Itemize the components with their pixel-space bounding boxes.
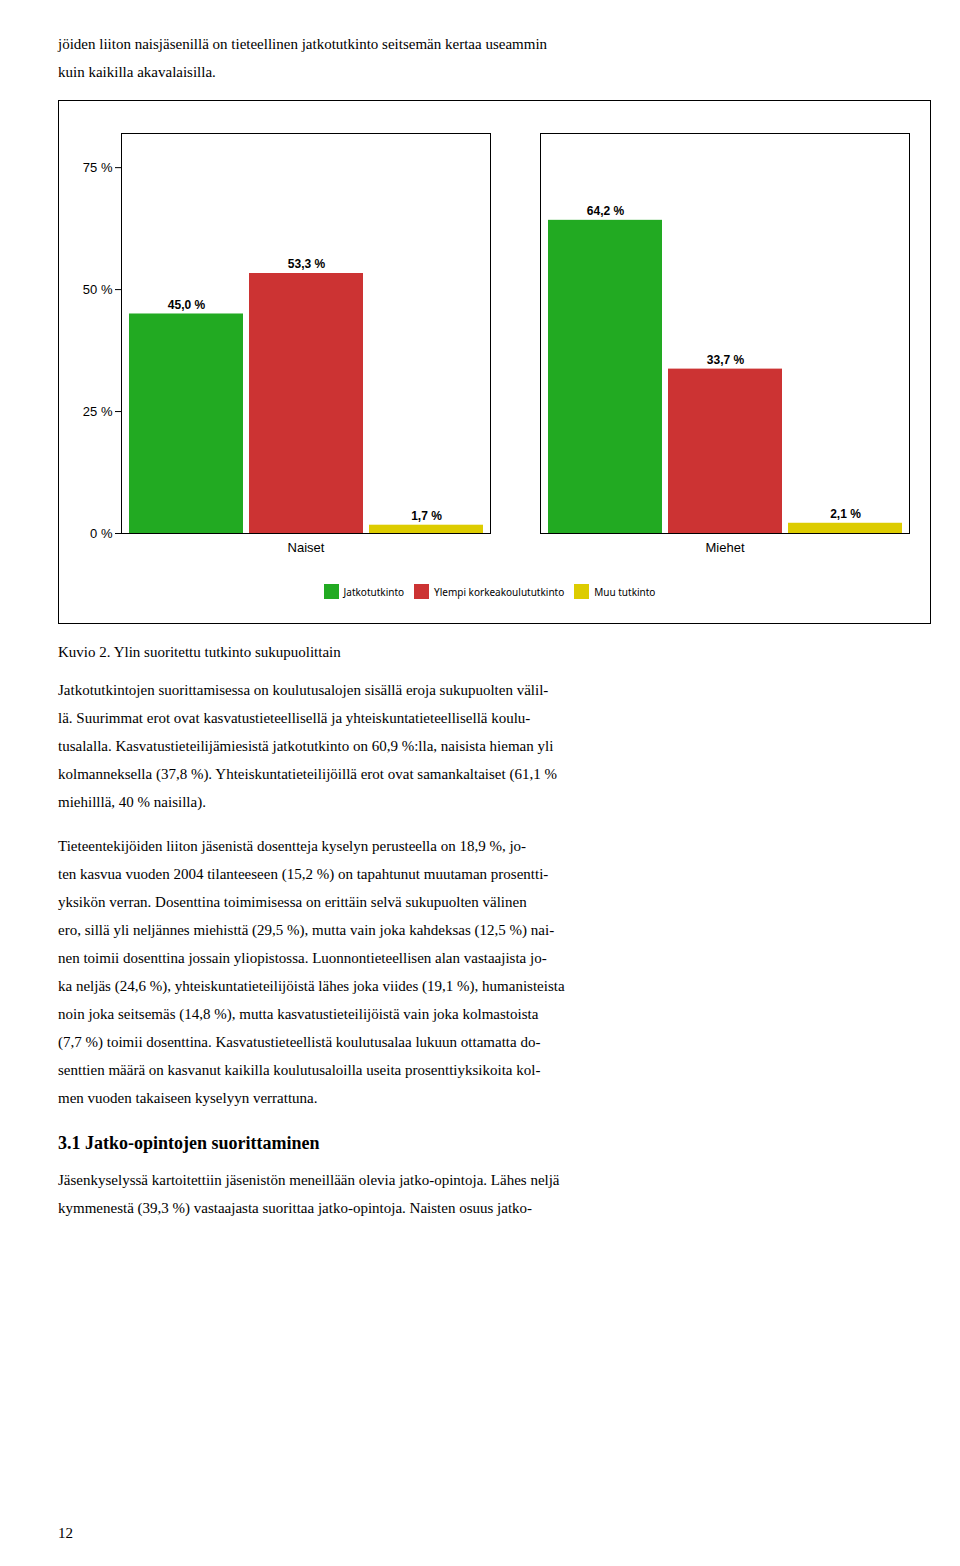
html-text:ten kasvua vuoden 2004 tilante: ten kasvua vuoden 2004 tilanteeseen (15,… xyxy=(58,866,549,882)
html-text:noin joka seitsemäs (14,8 %),: noin joka seitsemäs (14,8 %), mutta kasv… xyxy=(58,1006,539,1022)
html-text:miehilllä, 40 % naisilla).: miehilllä, 40 % naisilla). xyxy=(58,794,206,810)
html-text:(7,7 %) toimii dosenttina. Kas: (7,7 %) toimii dosenttina. Kasvatustiete… xyxy=(58,1034,541,1050)
html-text:ka neljäs (24,6 %), yhteiskunt: ka neljäs (24,6 %), yhteiskuntatieteilij… xyxy=(58,978,565,994)
html-text:men vuoden takaiseen kyselyyn: men vuoden takaiseen kyselyyn verrattuna… xyxy=(58,1090,318,1106)
svg-text:53,3 %: 53,3 % xyxy=(288,257,326,271)
html-text:jöiden liiton naisjäsenillä on: jöiden liiton naisjäsenillä on tieteelli… xyxy=(58,36,547,52)
html-text:nen toimii dosenttina jossain: nen toimii dosenttina jossain yliopistos… xyxy=(58,950,547,966)
html-text:Jäsenkyselyssä kartoitettiin j: Jäsenkyselyssä kartoitettiin jäsenistön … xyxy=(58,1172,560,1188)
html-text:12: 12 xyxy=(58,1525,73,1541)
html-text:Muu tutkinto: Muu tutkinto xyxy=(594,584,656,599)
svg-text:25 %: 25 % xyxy=(83,404,113,419)
html-text:yksikön verran. Dosenttina toi: yksikön verran. Dosenttina toimimisessa … xyxy=(58,894,527,910)
svg-text:0 %: 0 % xyxy=(90,526,113,541)
svg-text:1,7 %: 1,7 % xyxy=(411,509,442,523)
svg-text:50 %: 50 % xyxy=(83,282,113,297)
html-text:kuin kaikilla akavalaisilla.: kuin kaikilla akavalaisilla. xyxy=(58,64,216,80)
html-text:3.1 Jatko-opintojen suorittami: 3.1 Jatko-opintojen suorittaminen xyxy=(58,1133,320,1153)
html-text:kymmenestä (39,3 %) vastaajast: kymmenestä (39,3 %) vastaajasta suoritta… xyxy=(58,1200,532,1216)
html-text:lä. Suurimmat erot ovat kasvat: lä. Suurimmat erot ovat kasvatustieteell… xyxy=(58,710,531,726)
html-text:tusalalla. Kasvatustieteilijäm: tusalalla. Kasvatustieteilijämiesistä ja… xyxy=(58,738,554,754)
html-text:Kuvio 2. Ylin suoritettu tutki: Kuvio 2. Ylin suoritettu tutkinto sukupu… xyxy=(58,644,341,660)
html-text:Jatkotutkinto: Jatkotutkinto xyxy=(343,584,405,599)
svg-text:64,2 %: 64,2 % xyxy=(587,204,625,218)
svg-text:2,1 %: 2,1 % xyxy=(830,507,861,521)
svg-text:33,7 %: 33,7 % xyxy=(707,353,745,367)
html-text:Tieteentekijöiden liiton jäsen: Tieteentekijöiden liiton jäsenistä dosen… xyxy=(58,838,527,854)
html-text:Ylempi korkeakoulututkinto: Ylempi korkeakoulututkinto xyxy=(434,584,565,599)
svg-text:Miehet: Miehet xyxy=(705,540,744,555)
html-text:Jatkotutkintojen suorittamises: Jatkotutkintojen suorittamisessa on koul… xyxy=(58,682,549,698)
svg-text:45,0 %: 45,0 % xyxy=(168,298,206,312)
svg-text:75 %: 75 % xyxy=(83,160,113,175)
html-text:senttien määrä on kasvanut kai: senttien määrä on kasvanut kaikilla koul… xyxy=(58,1062,541,1078)
html-text:ero, sillä yli neljännes miehi: ero, sillä yli neljännes miehisttä (29,5… xyxy=(58,922,555,938)
html-text:kolmanneksella (37,8 %). Yhtei: kolmanneksella (37,8 %). Yhteiskuntatiet… xyxy=(58,766,557,782)
svg-text:Naiset: Naiset xyxy=(288,540,325,555)
